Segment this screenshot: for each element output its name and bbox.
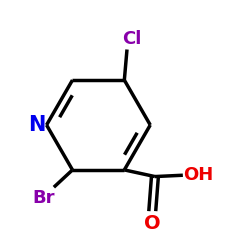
Text: Br: Br	[32, 189, 54, 207]
Text: Cl: Cl	[122, 30, 142, 48]
Text: O: O	[144, 214, 160, 234]
Text: N: N	[28, 115, 45, 135]
Text: OH: OH	[183, 166, 214, 184]
